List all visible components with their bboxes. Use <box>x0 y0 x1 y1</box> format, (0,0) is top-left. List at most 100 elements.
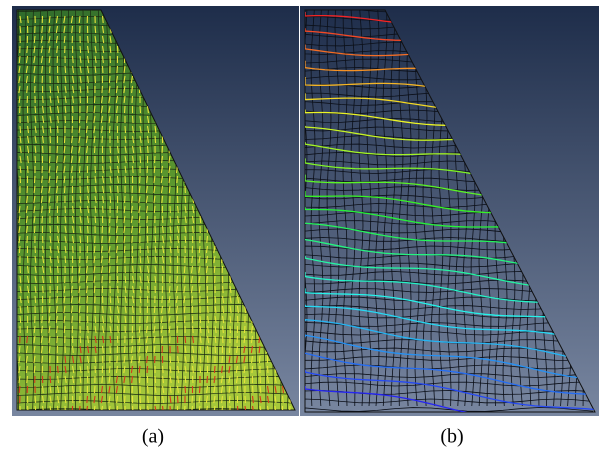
vector-arrow <box>198 385 201 394</box>
vector-arrow <box>94 195 97 204</box>
vector-arrow <box>205 265 209 274</box>
vector-arrow <box>55 315 59 324</box>
vector-arrow <box>19 125 22 134</box>
vector-arrow <box>101 345 104 354</box>
mesh-line <box>374 10 380 407</box>
vector-arrow <box>160 315 164 324</box>
mesh-line <box>22 10 27 410</box>
vector-arrow <box>85 265 89 274</box>
vector-arrow <box>191 295 194 304</box>
vector-arrow <box>138 185 141 194</box>
vector-arrow <box>71 365 75 374</box>
vector-arrow <box>41 355 44 364</box>
vector-arrow <box>108 365 111 374</box>
vector-arrow <box>199 325 202 334</box>
vector-arrow <box>78 295 81 304</box>
vector-arrow <box>190 275 194 284</box>
vector-arrow <box>169 215 172 224</box>
vector-arrow <box>124 315 127 324</box>
vector-arrow <box>213 265 216 274</box>
vector-arrow <box>229 285 232 294</box>
vector-arrow <box>86 205 90 214</box>
vector-arrow <box>78 155 81 164</box>
vector-arrow <box>56 365 59 374</box>
vector-arrow <box>108 75 111 84</box>
vector-arrow <box>116 65 119 74</box>
vector-arrow <box>184 335 187 344</box>
vector-arrow <box>86 345 90 354</box>
vector-arrow <box>108 115 111 124</box>
vector-arrow <box>101 205 104 214</box>
vector-arrow <box>56 145 59 154</box>
vector-arrow <box>93 275 96 284</box>
mesh-line <box>305 364 594 370</box>
vector-arrow <box>168 185 171 194</box>
vector-arrow <box>86 55 90 64</box>
vector-arrow <box>236 295 240 304</box>
vector-arrow <box>184 215 187 224</box>
vector-arrow <box>169 255 172 264</box>
vector-arrow <box>139 125 142 134</box>
vector-arrow <box>124 305 127 314</box>
vector-arrow <box>168 295 171 304</box>
vector-arrow <box>64 355 67 364</box>
vector-arrow <box>48 305 51 314</box>
vector-arrow <box>123 235 126 244</box>
vector-arrow <box>139 405 142 410</box>
vector-arrow <box>41 395 45 404</box>
vector-arrow <box>34 395 37 404</box>
vector-arrow <box>48 185 51 194</box>
vector-arrow <box>64 235 67 244</box>
mesh-line <box>17 400 295 404</box>
vector-arrow <box>161 385 165 394</box>
vector-arrow <box>41 405 45 410</box>
vector-arrow <box>56 235 60 244</box>
vector-arrow <box>109 155 112 164</box>
vector-arrow <box>48 205 51 214</box>
vector-arrow <box>18 245 21 254</box>
vector-arrow <box>71 75 75 84</box>
vector-arrow <box>63 305 66 314</box>
vector-arrow <box>281 385 285 394</box>
vector-arrow <box>101 175 105 184</box>
vector-arrow <box>56 115 59 124</box>
vector-arrow <box>213 405 216 410</box>
vector-arrow <box>71 175 74 184</box>
panel-label: (b) <box>440 426 463 448</box>
vector-arrow <box>71 315 74 324</box>
vector-arrow <box>63 135 66 144</box>
vector-arrow <box>63 35 66 44</box>
contour-line <box>305 304 595 343</box>
mesh-line <box>17 408 295 410</box>
vector-arrow <box>124 285 127 294</box>
vector-arrow <box>243 355 246 364</box>
vector-arrow <box>63 315 66 324</box>
vector-arrow <box>78 135 81 144</box>
vector-arrow <box>154 385 157 394</box>
vector-arrow <box>94 45 97 54</box>
vector-arrow <box>40 185 44 194</box>
vector-arrow <box>19 145 22 154</box>
vector-arrow <box>56 245 60 254</box>
vector-arrow <box>63 165 66 174</box>
vector-arrow <box>183 265 186 274</box>
vector-arrow <box>214 295 217 304</box>
vector-arrow <box>34 405 37 410</box>
vector-arrow <box>184 205 187 214</box>
vector-arrow <box>161 335 164 344</box>
vector-arrow <box>116 315 120 324</box>
vector-arrow <box>34 265 37 274</box>
vector-arrow <box>109 305 112 314</box>
vector-arrow <box>220 385 224 394</box>
vector-arrow <box>116 165 120 174</box>
vector-arrow <box>94 205 97 214</box>
vector-arrow <box>139 275 142 284</box>
vector-arrow <box>94 175 97 184</box>
mesh-line <box>90 10 94 410</box>
vector-arrow <box>176 365 180 374</box>
vector-arrow <box>153 165 156 174</box>
vector-arrow <box>48 55 51 64</box>
vector-arrow <box>18 215 21 224</box>
vector-arrow <box>100 105 104 114</box>
vector-arrow <box>213 375 216 384</box>
